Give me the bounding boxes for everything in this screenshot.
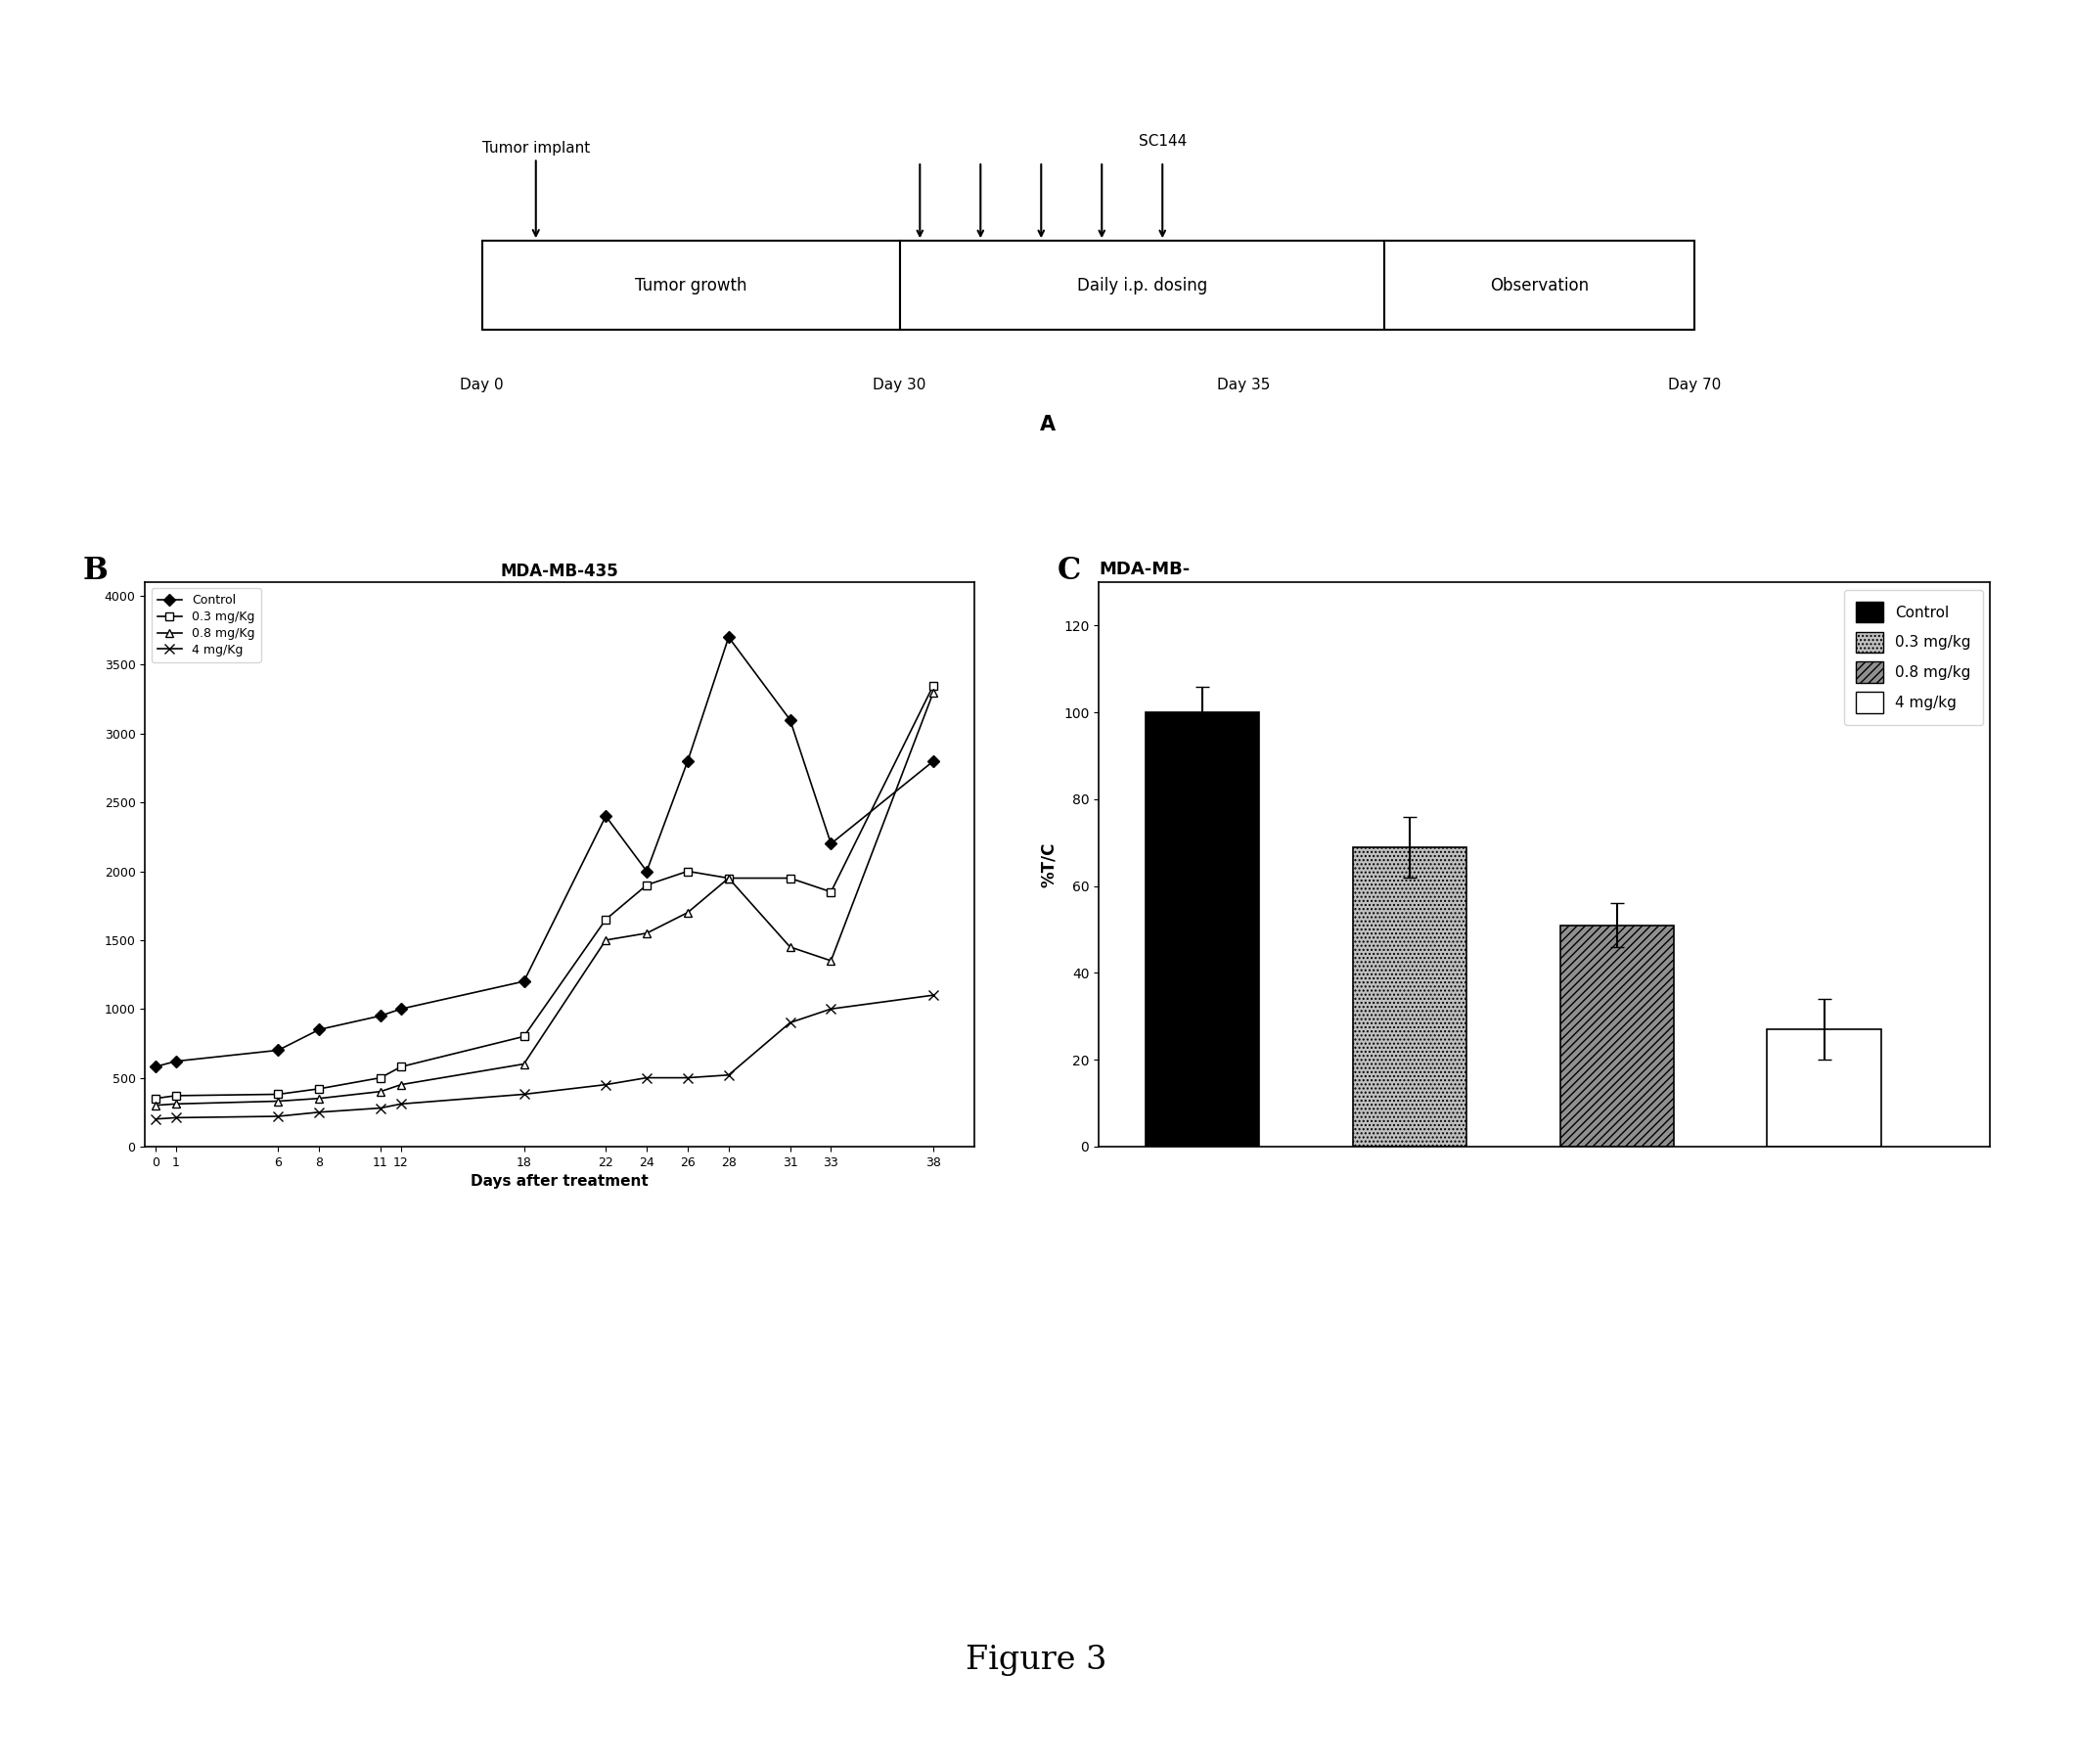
4 mg/Kg: [819, 998, 844, 1020]
4 mg/Kg: [143, 1108, 168, 1129]
0.3 mg/Kg: [369, 1067, 394, 1088]
4 mg/Kg: [676, 1067, 701, 1088]
0.8 mg/Kg: [634, 923, 659, 944]
0.3 mg/Kg: [634, 875, 659, 896]
0.3 mg/Kg: [164, 1085, 189, 1106]
0.8 mg/Kg: [676, 901, 701, 923]
4 mg/Kg: [265, 1106, 290, 1127]
Control: [777, 709, 802, 730]
0.3 mg/Kg: [265, 1083, 290, 1104]
Line: 0.8 mg/Kg: 0.8 mg/Kg: [151, 688, 937, 1110]
4 mg/Kg: [369, 1097, 394, 1118]
Bar: [1768, 1030, 1882, 1147]
0.3 mg/Kg: [715, 868, 740, 889]
Text: Figure 3: Figure 3: [966, 1644, 1107, 1676]
4 mg/Kg: [634, 1067, 659, 1088]
0.8 mg/Kg: [777, 937, 802, 958]
Bar: [1146, 713, 1260, 1147]
Control: [512, 970, 537, 991]
0.8 mg/Kg: [593, 930, 618, 951]
Legend: Control, 0.3 mg/kg, 0.8 mg/kg, 4 mg/kg: Control, 0.3 mg/kg, 0.8 mg/kg, 4 mg/kg: [1845, 589, 1982, 725]
Bar: [900, 242, 1385, 330]
0.8 mg/Kg: [369, 1081, 394, 1102]
Control: [369, 1005, 394, 1027]
4 mg/Kg: [307, 1101, 332, 1122]
Control: [593, 806, 618, 827]
Text: Day 70: Day 70: [1669, 377, 1721, 392]
Control: [715, 626, 740, 647]
Line: Control: Control: [151, 633, 937, 1071]
0.3 mg/Kg: [593, 908, 618, 930]
0.8 mg/Kg: [164, 1094, 189, 1115]
4 mg/Kg: [512, 1083, 537, 1104]
4 mg/Kg: [164, 1108, 189, 1129]
Text: Daily i.p. dosing: Daily i.p. dosing: [1078, 277, 1206, 295]
Control: [676, 750, 701, 771]
Text: Day 35: Day 35: [1217, 377, 1271, 392]
Text: Day 30: Day 30: [873, 377, 927, 392]
0.8 mg/Kg: [920, 681, 945, 702]
0.8 mg/Kg: [819, 951, 844, 972]
4 mg/Kg: [593, 1074, 618, 1095]
X-axis label: Days after treatment: Days after treatment: [471, 1175, 649, 1189]
Text: C: C: [1057, 556, 1080, 586]
0.8 mg/Kg: [307, 1088, 332, 1110]
0.8 mg/Kg: [143, 1095, 168, 1117]
0.3 mg/Kg: [143, 1088, 168, 1110]
0.8 mg/Kg: [265, 1090, 290, 1111]
4 mg/Kg: [715, 1064, 740, 1085]
Line: 4 mg/Kg: 4 mg/Kg: [151, 990, 939, 1124]
0.3 mg/Kg: [388, 1057, 413, 1078]
4 mg/Kg: [920, 984, 945, 1005]
Line: 0.3 mg/Kg: 0.3 mg/Kg: [151, 681, 937, 1102]
Text: B: B: [83, 556, 108, 586]
Control: [634, 861, 659, 882]
Text: SC144: SC144: [1138, 134, 1186, 148]
0.3 mg/Kg: [512, 1027, 537, 1048]
0.3 mg/Kg: [819, 882, 844, 903]
Text: A: A: [1041, 415, 1055, 434]
Bar: [481, 242, 900, 330]
0.3 mg/Kg: [307, 1078, 332, 1099]
0.8 mg/Kg: [715, 868, 740, 889]
Legend: Control, 0.3 mg/Kg, 0.8 mg/Kg, 4 mg/Kg: Control, 0.3 mg/Kg, 0.8 mg/Kg, 4 mg/Kg: [151, 587, 261, 662]
Bar: [1561, 924, 1675, 1147]
Control: [819, 833, 844, 854]
Title: MDA-MB-435: MDA-MB-435: [502, 563, 618, 580]
Y-axis label: %T/C: %T/C: [1041, 841, 1057, 887]
4 mg/Kg: [777, 1013, 802, 1034]
Text: Day 0: Day 0: [460, 377, 504, 392]
Control: [388, 998, 413, 1020]
Text: Tumor growth: Tumor growth: [634, 277, 746, 295]
4 mg/Kg: [388, 1094, 413, 1115]
Text: MDA-MB-: MDA-MB-: [1099, 561, 1190, 579]
Text: Tumor implant: Tumor implant: [481, 141, 591, 236]
Control: [920, 750, 945, 771]
0.8 mg/Kg: [512, 1053, 537, 1074]
Control: [265, 1039, 290, 1060]
Bar: [1354, 847, 1468, 1147]
Control: [307, 1020, 332, 1041]
Text: Observation: Observation: [1490, 277, 1590, 295]
0.3 mg/Kg: [920, 676, 945, 697]
0.3 mg/Kg: [676, 861, 701, 882]
Control: [143, 1057, 168, 1078]
0.8 mg/Kg: [388, 1074, 413, 1095]
Bar: [1385, 242, 1696, 330]
0.3 mg/Kg: [777, 868, 802, 889]
Control: [164, 1051, 189, 1073]
